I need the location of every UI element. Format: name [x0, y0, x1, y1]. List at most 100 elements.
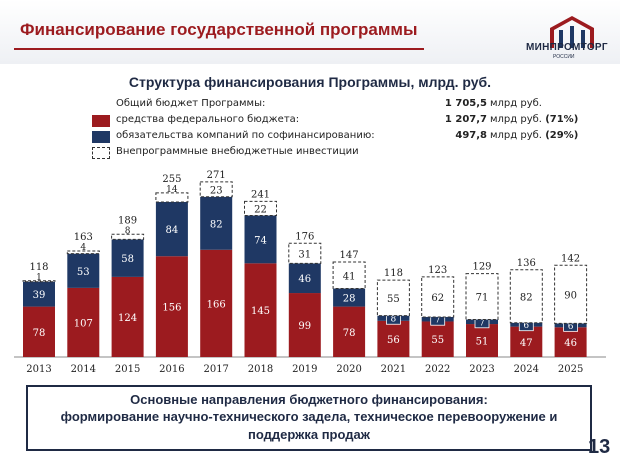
label-offbudget-2018: 22	[254, 204, 267, 215]
label-total-2017: 271	[207, 170, 226, 181]
bar-federal-2018	[244, 263, 277, 357]
tick-label-2020: 2020	[336, 364, 361, 375]
label-company-2013: 39	[33, 290, 46, 301]
conclusion-box: Основные направления бюджетного финансир…	[26, 385, 592, 451]
legend-total-value: 1 705,5	[444, 98, 487, 109]
label-total-2022: 123	[428, 265, 447, 276]
label-company-2023: 7	[479, 318, 485, 328]
label-company-2020: 28	[343, 294, 356, 305]
bar-company-2013	[23, 281, 55, 307]
bar-offbudget-2014	[66, 250, 100, 255]
label-offbudget-2015: 8	[125, 226, 131, 236]
bar-company-2019	[288, 263, 321, 294]
label-federal-2023: 51	[476, 337, 489, 348]
chart-title: Структура финансирования Программы, млрд…	[128, 74, 492, 90]
ministry-logo	[550, 16, 594, 48]
tick-label-2018: 2018	[248, 364, 273, 375]
bar-offbudget-2022	[421, 276, 455, 318]
bar-company-2020	[333, 288, 366, 307]
label-total-2014: 163	[74, 232, 93, 243]
legend-federal-swatch	[92, 115, 110, 127]
bar-company-2016	[155, 201, 188, 257]
label-offbudget-2017: 23	[210, 185, 223, 196]
label-federal-2020: 78	[343, 328, 356, 339]
tick-label-2019: 2019	[292, 364, 317, 375]
bar-federal-2014	[67, 287, 100, 357]
tick-label-2013: 2013	[26, 364, 51, 375]
legend-total-label: Общий бюджет Программы:	[116, 98, 266, 109]
label-federal-2016: 156	[162, 303, 181, 314]
label-offbudget-2024: 82	[520, 292, 533, 303]
bar-federal-2019	[288, 293, 321, 357]
label-offbudget-2013: 1	[36, 273, 42, 283]
tick-label-2025: 2025	[558, 364, 583, 375]
label-company-2019: 46	[298, 274, 311, 285]
label-offbudget-2019: 31	[298, 249, 311, 260]
bar-federal-2023	[466, 324, 498, 357]
label-total-2016: 255	[162, 174, 181, 185]
label-total-2021: 118	[384, 268, 403, 279]
label-total-2024: 136	[517, 258, 536, 269]
bar-company-2018	[244, 215, 277, 264]
label-federal-2019: 99	[298, 321, 311, 332]
tick-label-2016: 2016	[159, 364, 184, 375]
tick-label-2014: 2014	[71, 364, 96, 375]
bar-offbudget-2021	[376, 279, 410, 317]
bar-offbudget-2016	[155, 192, 189, 203]
label-offbudget-2016: 14	[166, 185, 178, 195]
bar-federal-2021	[377, 320, 410, 357]
legend-total-unit: млрд руб.	[490, 98, 542, 109]
label-total-2015: 189	[118, 215, 137, 226]
label-federal-2024: 47	[520, 338, 533, 349]
label-total-2020: 147	[340, 250, 359, 261]
tick-label-2015: 2015	[115, 364, 140, 375]
bar-offbudget-2013	[22, 280, 56, 283]
legend-offbudget-swatch	[92, 147, 110, 159]
bar-federal-2015	[111, 276, 144, 357]
label-company-2022: 7	[435, 316, 441, 326]
stacked-bar-chart: 7839111820131075341632014124588189201515…	[14, 170, 606, 375]
bar-offbudget-2018	[244, 200, 277, 217]
tick-label-2017: 2017	[203, 364, 228, 375]
label-federal-2015: 124	[118, 313, 137, 324]
label-offbudget-2023: 71	[476, 293, 489, 304]
label-federal-2014: 107	[74, 318, 93, 329]
legend-company-swatch	[92, 131, 110, 143]
bar-offbudget-2015	[111, 233, 145, 240]
bar-federal-2022	[421, 321, 454, 357]
label-company-2021: 8	[391, 315, 397, 325]
legend-federal-pct: (71%)	[545, 114, 579, 125]
label-federal-2013: 78	[33, 328, 46, 339]
label-federal-2017: 166	[207, 299, 226, 310]
bar-offbudget-2017	[199, 181, 233, 198]
legend-offbudget-row: Внепрограммные внебюджетные инвестиции	[92, 146, 492, 160]
label-total-2023: 129	[472, 262, 491, 273]
legend-company-unit: млрд руб.	[490, 130, 542, 141]
label-federal-2018: 145	[251, 306, 270, 317]
page-title: Финансирование государственной программы	[20, 20, 418, 39]
label-company-2014: 53	[77, 267, 90, 278]
legend-total-row: Общий бюджет Программы: 1 705,5 млрд руб…	[92, 98, 562, 112]
bar-federal-2025	[554, 327, 587, 357]
label-company-2025: 6	[568, 322, 574, 332]
legend-federal-row: средства федерального бюджета: 1 207,7 м…	[92, 114, 592, 128]
legend-company-unit-wrap: млрд руб. (29%)	[490, 130, 578, 141]
bar-federal-2017	[200, 249, 233, 357]
label-company-2024: 6	[523, 321, 529, 331]
bar-company-2014	[67, 253, 100, 288]
legend-company-row: обязательства компаний по софинансирован…	[92, 130, 592, 144]
label-total-2025: 142	[561, 253, 580, 264]
tick-label-2021: 2021	[381, 364, 406, 375]
label-total-2013: 118	[29, 262, 48, 273]
header-divider	[14, 48, 424, 50]
page-number: 13	[588, 436, 611, 458]
label-federal-2021: 56	[387, 335, 400, 346]
bar-federal-2013	[23, 306, 55, 357]
label-federal-2025: 46	[564, 338, 577, 349]
legend-offbudget-label: Внепрограммные внебюджетные инвестиции	[116, 146, 359, 157]
label-company-2016: 84	[166, 225, 179, 236]
label-offbudget-2021: 55	[387, 294, 400, 305]
label-offbudget-2020: 41	[343, 271, 356, 282]
label-federal-2022: 55	[431, 335, 444, 346]
bar-offbudget-2023	[465, 273, 499, 321]
